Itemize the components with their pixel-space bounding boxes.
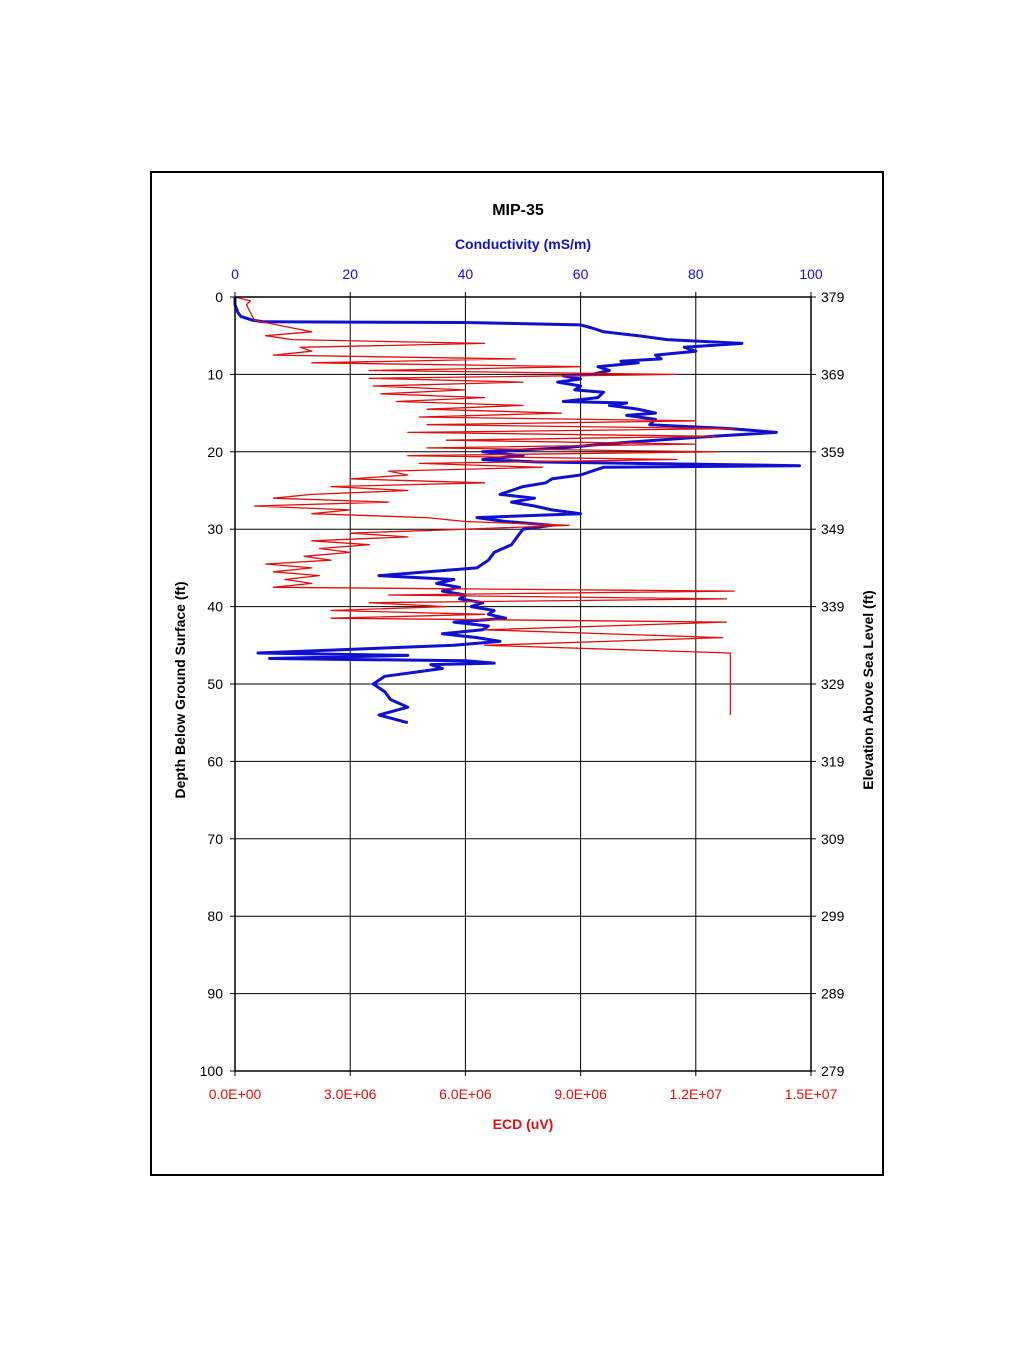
left-tick-label: 30 xyxy=(207,521,223,537)
left-tick-label: 0 xyxy=(215,289,223,305)
left-axis-title: Depth Below Ground Surface (ft) xyxy=(172,582,188,799)
bottom-tick-label: 1.2E+07 xyxy=(670,1086,723,1102)
top-tick-label: 100 xyxy=(799,266,823,282)
right-tick-label: 339 xyxy=(821,599,845,615)
right-tick-label: 309 xyxy=(821,831,845,847)
right-tick-label: 319 xyxy=(821,753,845,769)
right-tick-label: 299 xyxy=(821,908,845,924)
left-tick-label: 40 xyxy=(207,599,223,615)
chart-title: MIP-35 xyxy=(492,202,544,219)
top-tick-label: 0 xyxy=(231,266,239,282)
left-tick-label: 90 xyxy=(207,986,223,1002)
grid-lines xyxy=(230,292,816,1076)
left-tick-label: 50 xyxy=(207,676,223,692)
bottom-tick-label: 0.0E+00 xyxy=(209,1086,262,1102)
left-tick-label: 60 xyxy=(207,753,223,769)
right-tick-label: 369 xyxy=(821,366,845,382)
conductivity-series-line xyxy=(233,297,801,725)
left-tick-label: 80 xyxy=(207,908,223,924)
bottom-axis-title: ECD (uV) xyxy=(493,1116,554,1132)
left-tick-label: 70 xyxy=(207,831,223,847)
top-tick-label: 40 xyxy=(458,266,474,282)
bottom-tick-label: 3.0E+06 xyxy=(324,1086,377,1102)
right-tick-label: 349 xyxy=(821,521,845,537)
ecd-series-line xyxy=(234,296,735,715)
right-tick-label: 279 xyxy=(821,1063,845,1079)
plot-area xyxy=(234,296,812,1072)
right-tick-label: 289 xyxy=(821,986,845,1002)
top-axis-title: Conductivity (mS/m) xyxy=(455,236,591,252)
top-tick-label: 20 xyxy=(342,266,358,282)
top-tick-label: 60 xyxy=(573,266,589,282)
tick-labels: 0 0.0E+00 20 3.0E+06 40 6.0E+06 60 9.0E+06 80 1.2… xyxy=(200,266,845,1102)
left-tick-label: 20 xyxy=(207,444,223,460)
left-tick-label: 10 xyxy=(207,366,223,382)
bottom-tick-label: 1.5E+07 xyxy=(785,1086,838,1102)
right-axis-title: Elevation Above Sea Level (ft) xyxy=(860,590,876,789)
series-lines xyxy=(233,296,801,725)
bottom-tick-label: 6.0E+06 xyxy=(439,1086,492,1102)
chart-frame xyxy=(150,171,884,1176)
top-tick-label: 80 xyxy=(688,266,704,282)
right-tick-label: 359 xyxy=(821,444,845,460)
right-tick-label: 379 xyxy=(821,289,845,305)
bottom-tick-label: 9.0E+06 xyxy=(554,1086,607,1102)
left-tick-label: 100 xyxy=(200,1063,224,1079)
right-tick-label: 329 xyxy=(821,676,845,692)
